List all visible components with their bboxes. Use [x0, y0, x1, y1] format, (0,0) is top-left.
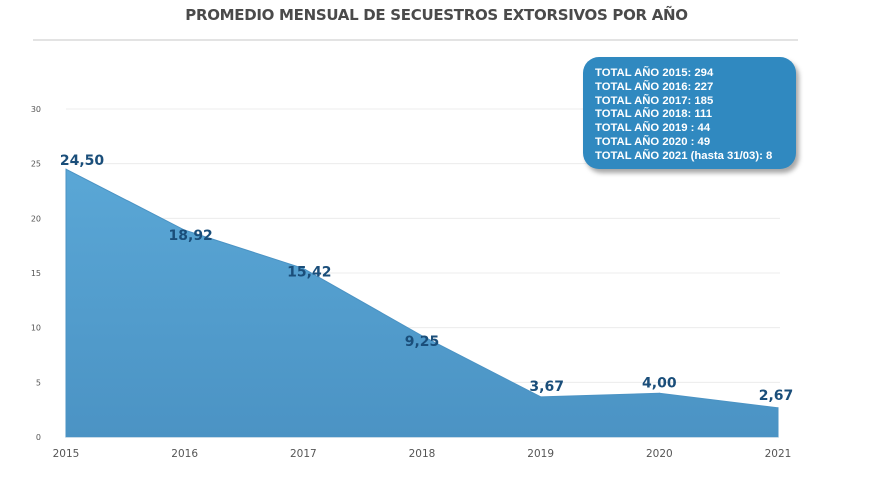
x-tick-label-2018: 2018 — [409, 448, 436, 460]
y-tick-label-10: 10 — [31, 324, 41, 333]
y-tick-label-15: 15 — [31, 269, 41, 278]
data-point-2019 — [540, 396, 542, 398]
totals-line-2016: TOTAL AÑO 2016: 227 — [595, 80, 714, 93]
y-tick-label-5: 5 — [36, 378, 41, 387]
data-point-2018 — [421, 335, 423, 337]
x-tick-label-2020: 2020 — [646, 448, 673, 460]
area-fill — [65, 168, 779, 438]
totals-line-2018: TOTAL AÑO 2018: 111 — [595, 108, 712, 121]
data-point-2021 — [777, 407, 779, 409]
x-tick-label-2016: 2016 — [171, 448, 198, 460]
totals-annotation-box: TOTAL AÑO 2015: 294 TOTAL AÑO 2016: 227 … — [583, 57, 796, 169]
data-labels: 24,50 18,92 15,42 9,25 3,67 4,00 2,67 — [60, 153, 793, 404]
title-divider — [33, 39, 798, 41]
x-tick-label-2019: 2019 — [527, 448, 554, 460]
data-point-2020 — [658, 392, 660, 394]
totals-line-2017: TOTAL AÑO 2017: 185 — [595, 94, 714, 107]
y-tick-label-20: 20 — [31, 214, 41, 223]
chart-title: PROMEDIO MENSUAL DE SECUESTROS EXTORSIVO… — [185, 6, 688, 24]
data-point-2017 — [302, 267, 304, 269]
data-label-2019: 3,67 — [529, 379, 564, 395]
y-tick-label-30: 30 — [31, 105, 41, 114]
y-tick-label-0: 0 — [36, 433, 41, 442]
data-label-2017: 15,42 — [287, 264, 331, 280]
x-tick-label-2017: 2017 — [290, 448, 317, 460]
data-point-2016 — [184, 229, 186, 231]
area-series — [65, 168, 779, 438]
y-tick-label-25: 25 — [31, 160, 41, 169]
x-axis-ticks: 2015 2016 2017 2018 2019 2020 2021 — [53, 448, 792, 460]
totals-line-2021: TOTAL AÑO 2021 (hasta 31/03): 8 — [595, 149, 773, 162]
data-label-2015: 24,50 — [60, 153, 105, 169]
data-label-2018: 9,25 — [405, 334, 440, 350]
data-label-2016: 18,92 — [169, 228, 213, 244]
totals-line-2020: TOTAL AÑO 2020 : 49 — [595, 135, 711, 148]
totals-line-2019: TOTAL AÑO 2019 : 44 — [595, 122, 711, 135]
totals-line-2015: TOTAL AÑO 2015: 294 — [595, 67, 714, 79]
x-tick-label-2021: 2021 — [765, 448, 792, 460]
y-axis-ticks: 0 5 10 15 20 25 30 — [31, 105, 41, 442]
data-point-2015 — [65, 168, 67, 170]
data-label-2020: 4,00 — [642, 375, 677, 391]
x-tick-label-2015: 2015 — [53, 448, 80, 460]
data-label-2021: 2,67 — [759, 388, 794, 404]
